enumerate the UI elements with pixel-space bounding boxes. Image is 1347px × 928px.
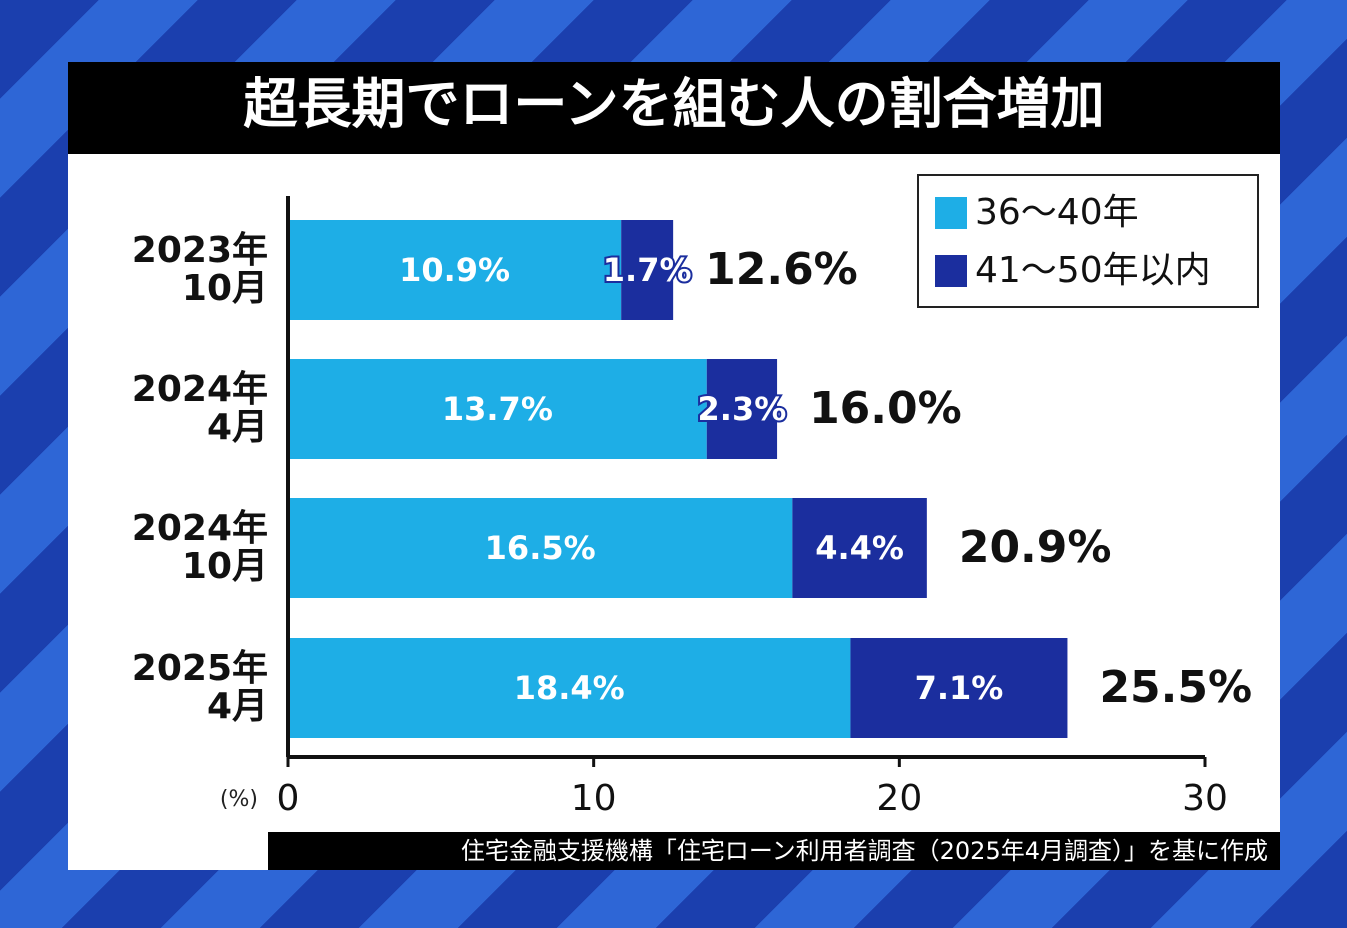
value-label: 2.3% xyxy=(698,390,787,428)
legend-label: 36〜40年 xyxy=(975,192,1139,233)
legend-label: 41〜50年以内 xyxy=(975,250,1211,291)
total-label: 12.6% xyxy=(705,244,858,295)
title-bar xyxy=(68,62,1280,154)
legend-swatch xyxy=(935,197,967,229)
bar-segment xyxy=(288,498,793,598)
total-label: 20.9% xyxy=(959,522,1112,573)
y-tick-label: 10月 xyxy=(182,546,268,587)
value-label: 13.7% xyxy=(442,390,553,428)
bar-segment xyxy=(621,220,674,320)
total-label: 16.0% xyxy=(809,383,962,434)
y-tick-label: 2023年 xyxy=(132,230,268,271)
y-tick-label: 2024年 xyxy=(132,369,268,410)
bar-segment xyxy=(288,220,622,320)
y-tick-label: 2024年 xyxy=(132,508,268,549)
source-note: 住宅金融支援機構「住宅ローン利用者調査（2025年4月調査）」を基に作成 xyxy=(461,837,1268,865)
x-tick-label: 30 xyxy=(1182,778,1228,819)
legend-box xyxy=(917,174,1259,308)
value-label: 7.1% xyxy=(915,669,1004,707)
value-label: 18.4% xyxy=(514,669,625,707)
bar-segment xyxy=(288,638,851,738)
y-tick-label: 4月 xyxy=(207,407,268,448)
value-label: 10.9% xyxy=(399,251,510,289)
value-label: 16.5% xyxy=(485,529,596,567)
bar-segment xyxy=(706,359,778,459)
chart-title: 超長期でローンを組む人の割合増加 xyxy=(243,73,1104,136)
value-label: 1.7% xyxy=(603,251,692,289)
value-label: 4.4% xyxy=(815,529,904,567)
y-tick-label: 2025年 xyxy=(132,648,268,689)
source-bar xyxy=(268,832,1280,870)
legend-swatch xyxy=(935,255,967,287)
bar-segment xyxy=(850,638,1068,738)
bar-segment xyxy=(792,498,927,598)
y-tick-label: 10月 xyxy=(182,268,268,309)
total-label: 25.5% xyxy=(1099,662,1252,713)
bar-segment xyxy=(288,359,707,459)
y-tick-label: 4月 xyxy=(207,686,268,727)
x-axis-label: (%) xyxy=(220,787,258,812)
x-tick-label: 10 xyxy=(571,778,617,819)
x-tick-label: 0 xyxy=(277,778,300,819)
x-tick-label: 20 xyxy=(876,778,922,819)
